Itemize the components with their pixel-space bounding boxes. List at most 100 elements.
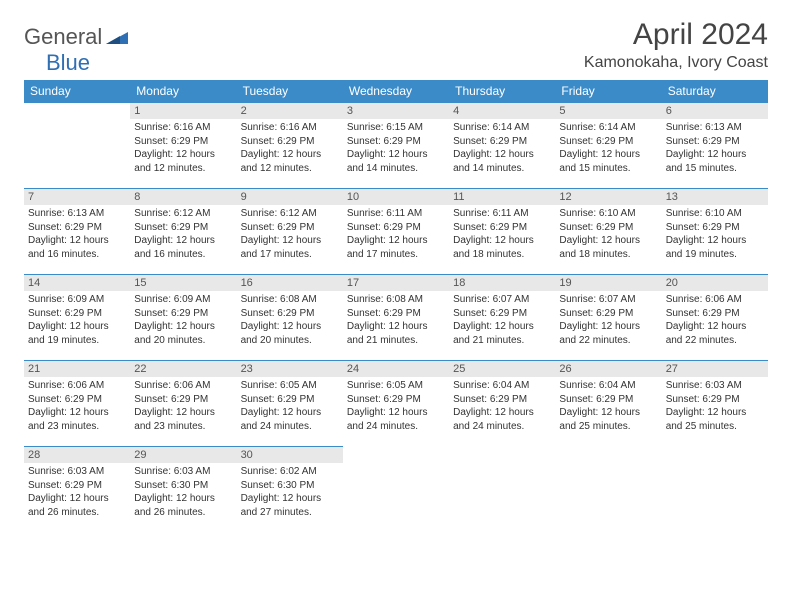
day-details: Sunrise: 6:13 AMSunset: 6:29 PMDaylight:… (662, 119, 768, 177)
day-line: Daylight: 12 hours (28, 492, 126, 506)
day-line: Sunrise: 6:11 AM (453, 207, 551, 221)
day-line: Sunrise: 6:07 AM (453, 293, 551, 307)
location: Kamonokaha, Ivory Coast (584, 54, 768, 72)
day-line: Sunrise: 6:12 AM (134, 207, 232, 221)
weekday-header: Tuesday (237, 80, 343, 103)
logo: General (24, 24, 128, 50)
day-line: Daylight: 12 hours (453, 320, 551, 334)
day-line: Daylight: 12 hours (241, 492, 339, 506)
day-details: Sunrise: 6:09 AMSunset: 6:29 PMDaylight:… (24, 291, 130, 349)
day-line: Sunset: 6:29 PM (347, 393, 445, 407)
day-line: Sunrise: 6:07 AM (559, 293, 657, 307)
day-details: Sunrise: 6:13 AMSunset: 6:29 PMDaylight:… (24, 205, 130, 263)
day-number: 11 (449, 189, 555, 205)
calendar-cell: 17Sunrise: 6:08 AMSunset: 6:29 PMDayligh… (343, 275, 449, 361)
calendar-cell (24, 103, 130, 189)
day-line: Sunrise: 6:03 AM (666, 379, 764, 393)
calendar-row: 1Sunrise: 6:16 AMSunset: 6:29 PMDaylight… (24, 103, 768, 189)
day-line: Sunset: 6:29 PM (28, 307, 126, 321)
day-line: and 25 minutes. (559, 420, 657, 434)
day-line: Sunrise: 6:15 AM (347, 121, 445, 135)
day-number: 27 (662, 361, 768, 377)
day-line: Sunset: 6:29 PM (559, 221, 657, 235)
calendar-cell: 5Sunrise: 6:14 AMSunset: 6:29 PMDaylight… (555, 103, 661, 189)
day-line: Sunrise: 6:04 AM (453, 379, 551, 393)
day-line: and 12 minutes. (241, 162, 339, 176)
day-line: Daylight: 12 hours (134, 320, 232, 334)
day-number: 23 (237, 361, 343, 377)
calendar-cell: 24Sunrise: 6:05 AMSunset: 6:29 PMDayligh… (343, 361, 449, 447)
calendar-cell: 6Sunrise: 6:13 AMSunset: 6:29 PMDaylight… (662, 103, 768, 189)
day-line: Daylight: 12 hours (241, 148, 339, 162)
day-details: Sunrise: 6:05 AMSunset: 6:29 PMDaylight:… (237, 377, 343, 435)
day-number: 3 (343, 103, 449, 119)
day-details: Sunrise: 6:07 AMSunset: 6:29 PMDaylight:… (555, 291, 661, 349)
day-line: and 24 minutes. (241, 420, 339, 434)
day-line: and 22 minutes. (666, 334, 764, 348)
weekday-header-row: Sunday Monday Tuesday Wednesday Thursday… (24, 80, 768, 103)
day-line: and 24 minutes. (347, 420, 445, 434)
day-details: Sunrise: 6:04 AMSunset: 6:29 PMDaylight:… (449, 377, 555, 435)
day-number: 9 (237, 189, 343, 205)
month-title: April 2024 (584, 18, 768, 52)
calendar-cell: 19Sunrise: 6:07 AMSunset: 6:29 PMDayligh… (555, 275, 661, 361)
day-line: Sunrise: 6:05 AM (347, 379, 445, 393)
day-number: 26 (555, 361, 661, 377)
day-details: Sunrise: 6:16 AMSunset: 6:29 PMDaylight:… (237, 119, 343, 177)
day-line: Sunset: 6:29 PM (28, 221, 126, 235)
day-details: Sunrise: 6:11 AMSunset: 6:29 PMDaylight:… (343, 205, 449, 263)
day-line: Sunset: 6:29 PM (453, 393, 551, 407)
calendar-table: Sunday Monday Tuesday Wednesday Thursday… (24, 80, 768, 533)
day-line: Daylight: 12 hours (134, 406, 232, 420)
day-line: Sunset: 6:29 PM (241, 135, 339, 149)
day-line: Daylight: 12 hours (559, 234, 657, 248)
day-details: Sunrise: 6:12 AMSunset: 6:29 PMDaylight:… (130, 205, 236, 263)
day-line: Sunset: 6:29 PM (666, 135, 764, 149)
day-line: Daylight: 12 hours (28, 320, 126, 334)
day-line: Sunrise: 6:13 AM (28, 207, 126, 221)
day-line: and 23 minutes. (134, 420, 232, 434)
day-line: Sunset: 6:29 PM (559, 393, 657, 407)
day-number: 12 (555, 189, 661, 205)
day-line: and 26 minutes. (134, 506, 232, 520)
day-details: Sunrise: 6:14 AMSunset: 6:29 PMDaylight:… (555, 119, 661, 177)
day-line: and 20 minutes. (134, 334, 232, 348)
day-line: and 21 minutes. (453, 334, 551, 348)
day-line: Daylight: 12 hours (559, 148, 657, 162)
day-line: Daylight: 12 hours (559, 320, 657, 334)
calendar-cell: 25Sunrise: 6:04 AMSunset: 6:29 PMDayligh… (449, 361, 555, 447)
day-line: Sunset: 6:29 PM (453, 221, 551, 235)
day-line: Sunset: 6:29 PM (28, 393, 126, 407)
day-number: 8 (130, 189, 236, 205)
day-line: Daylight: 12 hours (559, 406, 657, 420)
day-line: Sunset: 6:29 PM (453, 135, 551, 149)
day-line: Sunrise: 6:14 AM (453, 121, 551, 135)
calendar-row: 7Sunrise: 6:13 AMSunset: 6:29 PMDaylight… (24, 189, 768, 275)
day-line: Sunrise: 6:04 AM (559, 379, 657, 393)
calendar-cell: 10Sunrise: 6:11 AMSunset: 6:29 PMDayligh… (343, 189, 449, 275)
calendar-cell: 9Sunrise: 6:12 AMSunset: 6:29 PMDaylight… (237, 189, 343, 275)
day-line: Sunset: 6:29 PM (134, 393, 232, 407)
day-line: Sunset: 6:30 PM (134, 479, 232, 493)
day-line: Sunset: 6:29 PM (134, 135, 232, 149)
day-line: and 27 minutes. (241, 506, 339, 520)
calendar-cell (449, 447, 555, 533)
day-line: Daylight: 12 hours (347, 148, 445, 162)
day-line: and 21 minutes. (347, 334, 445, 348)
calendar-row: 21Sunrise: 6:06 AMSunset: 6:29 PMDayligh… (24, 361, 768, 447)
day-line: Daylight: 12 hours (666, 406, 764, 420)
day-line: Sunset: 6:29 PM (453, 307, 551, 321)
day-line: and 18 minutes. (453, 248, 551, 262)
day-line: Daylight: 12 hours (134, 148, 232, 162)
day-line: Sunrise: 6:09 AM (28, 293, 126, 307)
day-line: and 14 minutes. (453, 162, 551, 176)
day-line: Daylight: 12 hours (134, 492, 232, 506)
calendar-cell (343, 447, 449, 533)
day-line: and 23 minutes. (28, 420, 126, 434)
calendar-cell: 28Sunrise: 6:03 AMSunset: 6:29 PMDayligh… (24, 447, 130, 533)
day-line: and 20 minutes. (241, 334, 339, 348)
calendar-cell (555, 447, 661, 533)
calendar-cell: 15Sunrise: 6:09 AMSunset: 6:29 PMDayligh… (130, 275, 236, 361)
day-line: Sunrise: 6:02 AM (241, 465, 339, 479)
calendar-cell: 2Sunrise: 6:16 AMSunset: 6:29 PMDaylight… (237, 103, 343, 189)
